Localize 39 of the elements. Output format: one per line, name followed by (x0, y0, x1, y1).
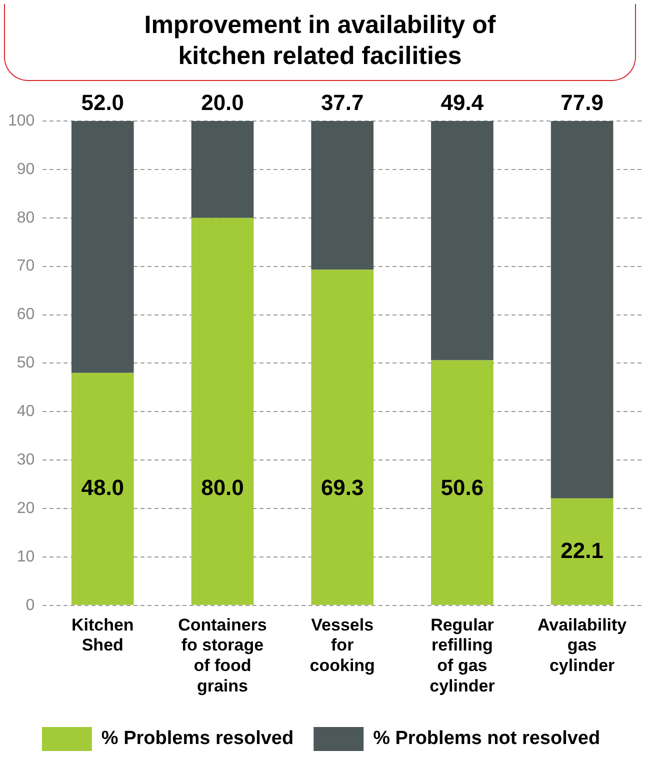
y-tick-label: 40 (16, 403, 35, 420)
bar (311, 121, 374, 270)
y-tick-label: 90 (16, 160, 35, 178)
bar (191, 218, 254, 605)
data-label: 77.9 (560, 90, 604, 116)
annotation: 37.7 (320, 90, 364, 116)
chart-title: Improvement in availability of kitchen related facilities (4, 4, 636, 81)
y-tick-label: 0 (26, 596, 35, 614)
bar (71, 121, 134, 373)
y-tick-label: 20 (16, 500, 35, 517)
y-tick-label: 70 (16, 258, 35, 275)
bar (431, 121, 494, 360)
y-tick-label: 50 (16, 354, 35, 372)
data-label: 48.0 (81, 475, 124, 500)
data-label: 80.0 (201, 475, 244, 500)
bar (191, 121, 254, 218)
legend-label: % Problems resolved (101, 728, 294, 750)
legend-label: % Problems not resolved (373, 728, 600, 750)
y-tick-label: 100 (8, 112, 35, 130)
data-label: 52.0 (81, 90, 124, 116)
x-tick-label: Vessels for cooking (310, 615, 375, 676)
data-label: 20.0 (201, 90, 244, 116)
bar (550, 498, 614, 605)
data-label: 22.1 (560, 538, 604, 563)
x-tick-label: Kitchen Shed (71, 615, 134, 655)
y-tick-label: 30 (16, 451, 35, 468)
data-label: 50.6 (440, 475, 484, 500)
data-label: 49.4 (440, 90, 484, 116)
x-tick-label: Regular refilling of gas cylinder (430, 615, 496, 696)
y-tick-label: 60 (16, 306, 35, 324)
bar (431, 360, 494, 605)
bar (550, 121, 614, 498)
x-tick-label: Containers fo storage of food grains (178, 615, 267, 696)
y-tick-label: 80 (16, 209, 35, 226)
x-tick-label: Availability gas cylinder (538, 615, 628, 676)
bar (311, 270, 374, 605)
y-tick-label: 10 (16, 548, 35, 566)
bar (71, 372, 134, 605)
data-label: 69.3 (320, 475, 364, 500)
